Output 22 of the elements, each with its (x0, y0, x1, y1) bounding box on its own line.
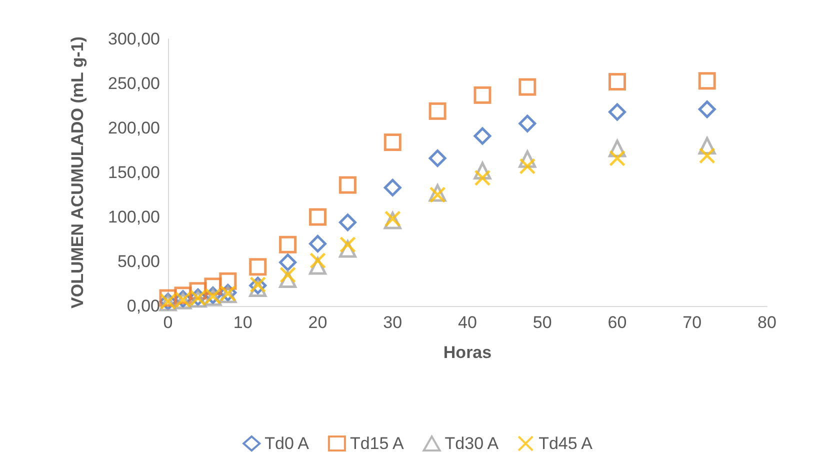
x-tick-label: 10 (233, 313, 252, 332)
y-tick-label: 200,00 (108, 118, 160, 138)
y-axis-title: VOLUMEN ACUMULADO (mL g-1) (68, 36, 87, 308)
y-tick-label: 0,00 (126, 296, 160, 316)
y-tick-label: 300,00 (108, 30, 160, 48)
legend-label: Td45 A (538, 434, 594, 453)
x-tick-label: 50 (532, 313, 552, 332)
x-tick-label: 70 (682, 313, 702, 332)
x-tick-label: 20 (308, 313, 328, 332)
x-tick-label: 60 (608, 313, 627, 332)
x-tick-label: 40 (458, 313, 477, 332)
x-tick-label: 80 (758, 313, 776, 332)
y-tick-label: 100,00 (108, 208, 160, 226)
legend-label: Td15 A (350, 434, 404, 453)
y-tick-label: 250,00 (108, 74, 160, 93)
y-tick-label: 150,00 (108, 163, 160, 182)
x-tick-label: 0 (163, 313, 173, 332)
y-tick-label: 50,00 (117, 252, 160, 271)
legend-label: Td30 A (444, 434, 500, 453)
legend-label: Td0 A (264, 434, 310, 453)
x-axis-title: Horas (443, 343, 492, 362)
x-tick-label: 30 (383, 313, 402, 332)
